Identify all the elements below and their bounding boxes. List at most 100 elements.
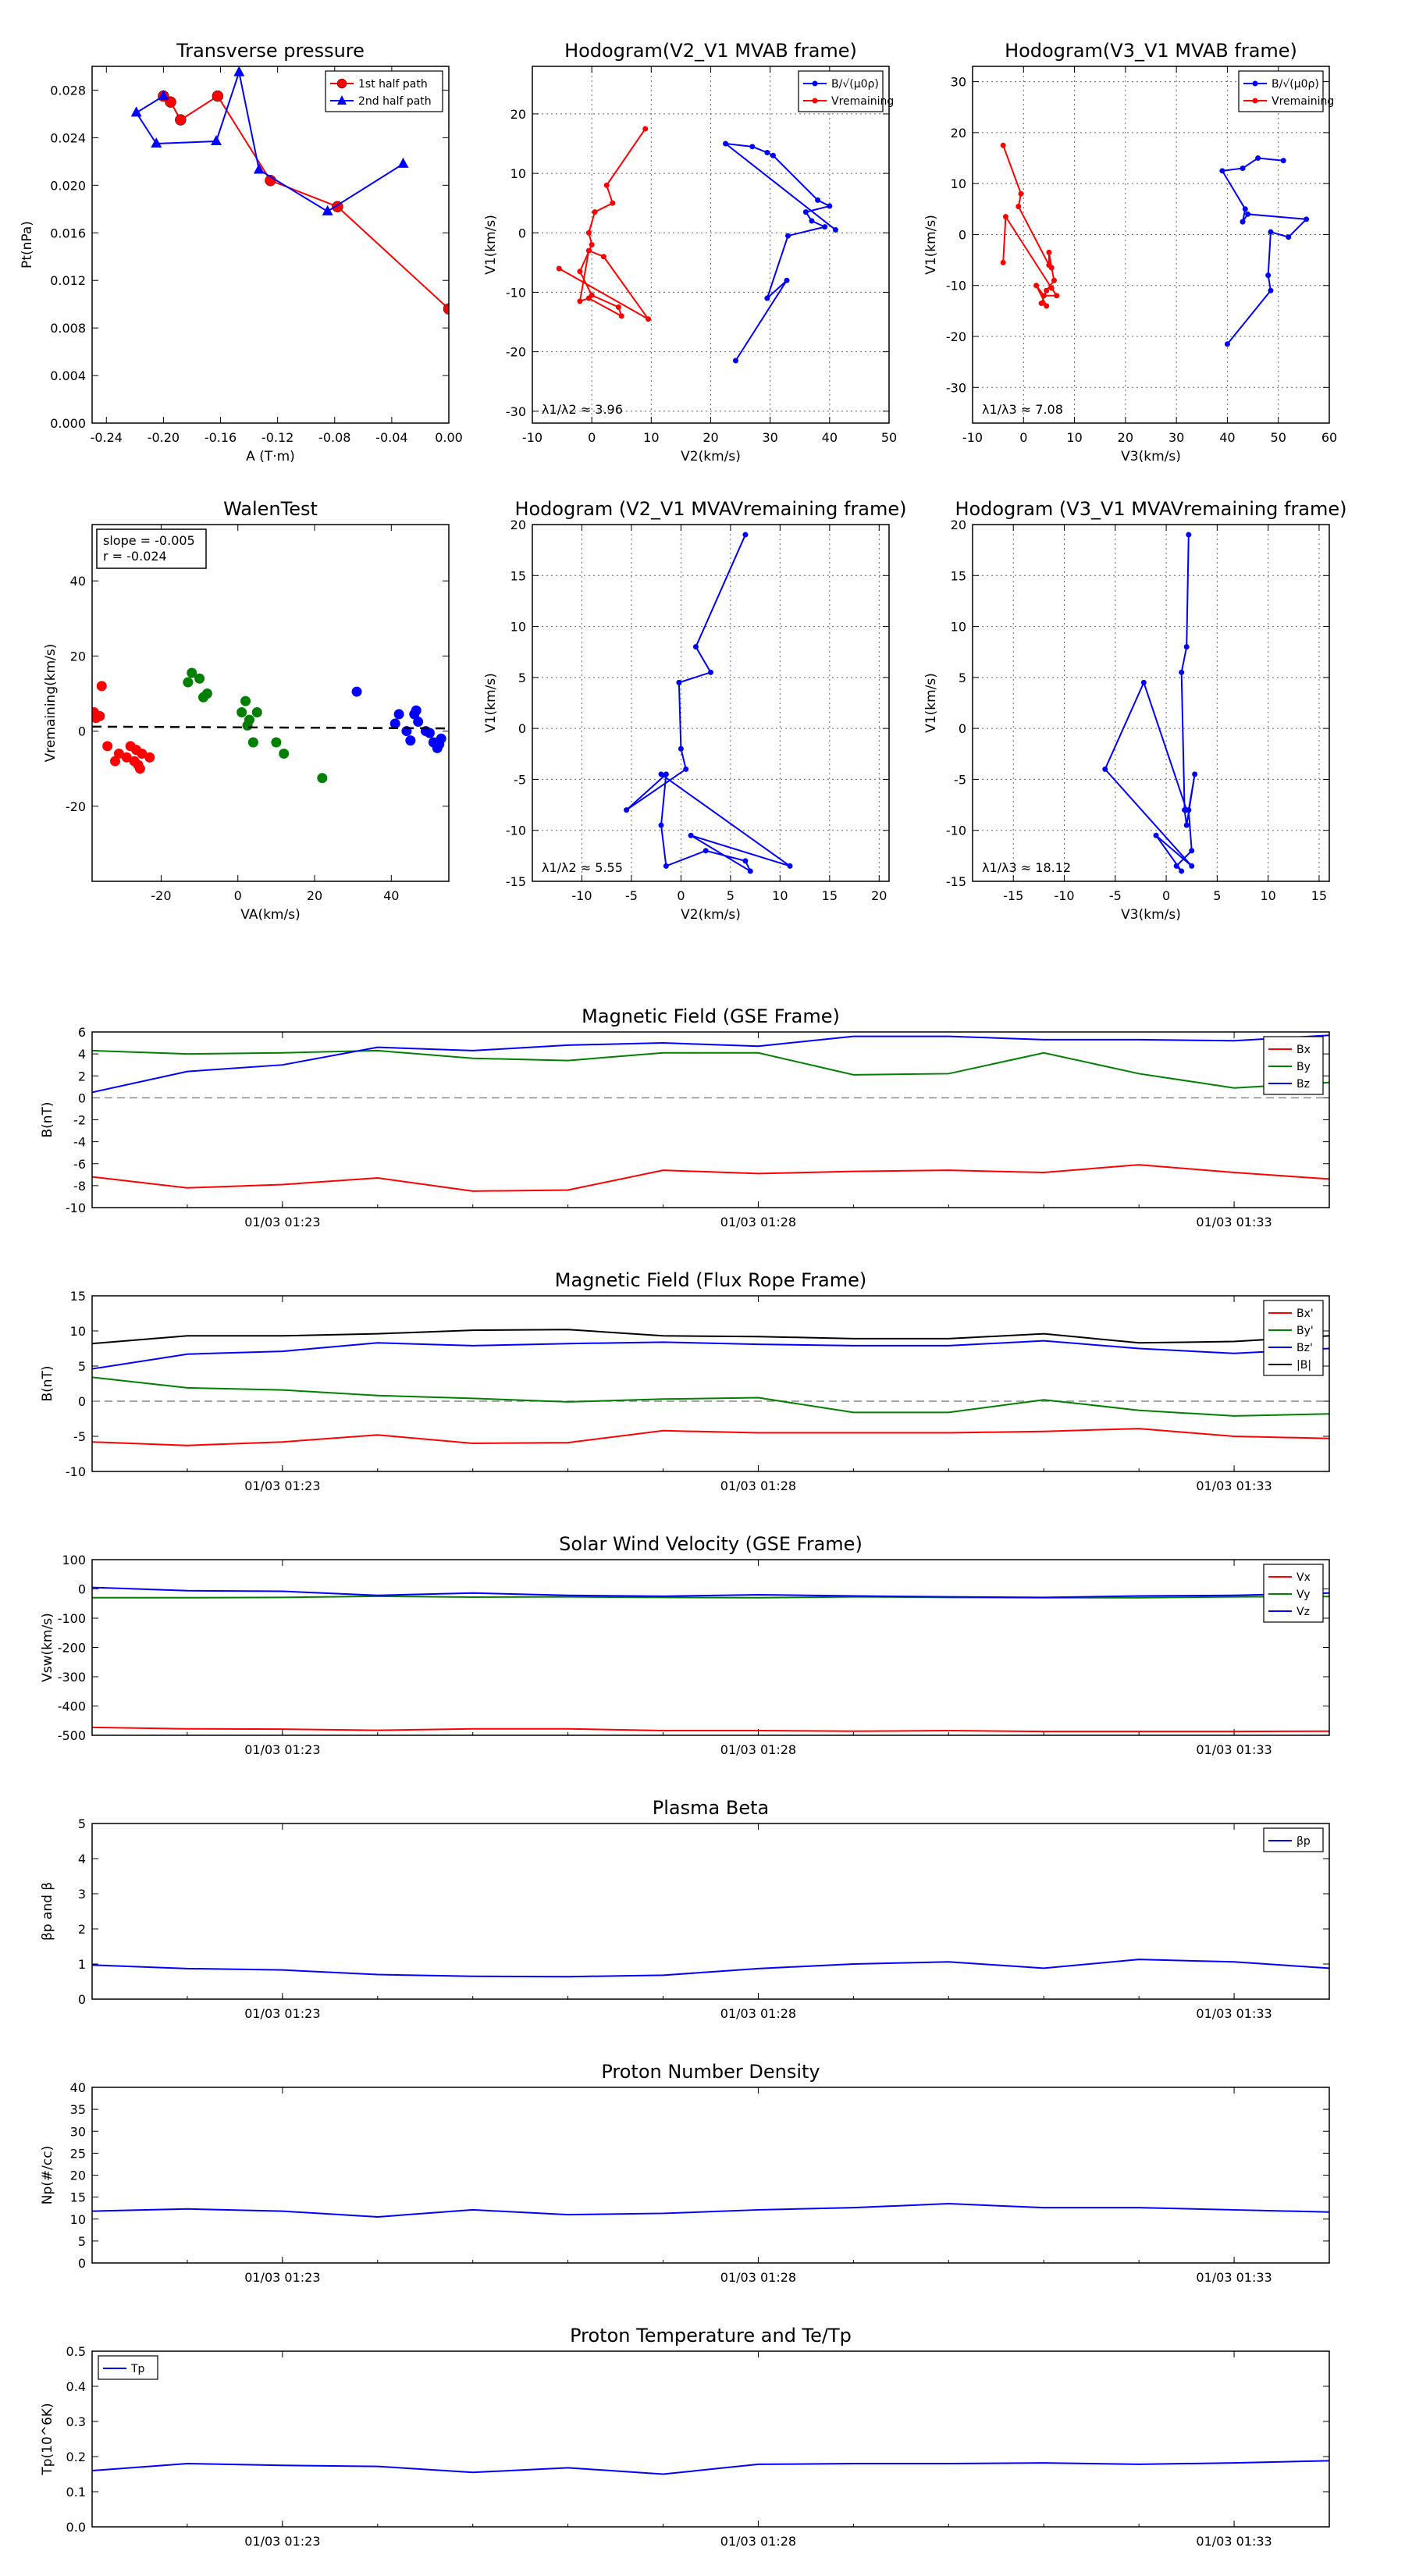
plot-frame <box>91 524 450 882</box>
series-line-βp <box>92 1959 1329 1978</box>
data-point <box>317 773 328 784</box>
legend-label: Vy <box>1297 1589 1311 1601</box>
data-point <box>1048 285 1055 291</box>
data-point <box>405 735 416 746</box>
y-tick-label: 10 <box>510 620 526 635</box>
data-point <box>646 316 652 322</box>
chart-title: Transverse pressure <box>176 40 365 62</box>
eigen-ratio-label: λ1/λ3 ≈ 18.12 <box>982 860 1071 875</box>
x-tick-label: 0 <box>588 430 596 445</box>
x-tick-label: 01/03 01:33 <box>1196 1478 1272 1493</box>
y-tick-label: -2 <box>73 1113 86 1128</box>
chart-ts6: Proton Temperature and Te/Tp 0.0 0.1 0.2 0.3… <box>40 2325 1330 2549</box>
y-tick-label: 6 <box>78 1025 86 1040</box>
y-tick-label: -30 <box>946 380 966 395</box>
y-tick-label: 2 <box>78 1922 86 1937</box>
x-tick-label: -10 <box>962 430 983 445</box>
data-point <box>109 756 120 767</box>
x-tick-label: 15 <box>1311 888 1327 903</box>
plot-area <box>92 1586 1329 1733</box>
data-point <box>144 752 155 763</box>
y-tick-label: 0 <box>518 226 526 240</box>
plot-frame <box>91 2087 1330 2264</box>
x-tick-label: -15 <box>1003 888 1023 903</box>
y-tick-label: 4 <box>78 1852 86 1866</box>
y-tick-label: 40 <box>70 574 86 589</box>
legend-label: Bx <box>1297 1044 1311 1056</box>
y-tick-label: 0 <box>78 1091 86 1105</box>
y-axis-label: V1(km/s) <box>483 215 499 275</box>
x-tick-label: 0 <box>234 888 242 903</box>
legend-box <box>325 70 443 112</box>
chart-ts5: Proton Number Density 0 5 10 15 20 25 30 35 40 01/… <box>40 2061 1330 2285</box>
x-tick-label: -0.20 <box>148 430 180 445</box>
data-point <box>692 644 699 650</box>
series-line-Vx <box>92 1726 1329 1733</box>
plot-area <box>92 2203 1329 2218</box>
y-tick-label: 0.2 <box>66 2450 86 2464</box>
legend-label: 2nd half path <box>358 95 432 108</box>
series-line <box>558 128 649 320</box>
chart-tp: Transverse pressure 0.000 0.004 0.008 0.012 0… <box>20 40 463 464</box>
data-point <box>1044 287 1050 294</box>
data-point <box>663 771 669 777</box>
eigen-ratio-label: λ1/λ2 ≈ 3.96 <box>542 402 623 417</box>
series-line-Bx <box>92 1164 1329 1192</box>
legend-label: Bz' <box>1297 1342 1313 1354</box>
y-tick-label: -10 <box>66 1464 86 1479</box>
legend-marker <box>337 95 347 105</box>
x-tick-label: 10 <box>643 430 659 445</box>
x-tick-label: 50 <box>881 430 897 445</box>
data-point <box>577 298 583 304</box>
data-point <box>130 106 142 117</box>
eigen-ratio-label: λ1/λ2 ≈ 5.55 <box>542 860 623 875</box>
data-point <box>585 295 592 301</box>
plot-frame <box>972 524 1330 882</box>
legend-marker <box>336 78 347 89</box>
x-axis-label: V3(km/s) <box>1121 907 1181 923</box>
x-axis-label: VA(km/s) <box>240 907 300 923</box>
chart-walen: WalenTest -20 0 20 40 -20 0 20 40 VA(km/s) Vremain… <box>43 498 450 923</box>
y-tick-label: 0 <box>959 227 966 242</box>
data-point <box>676 679 682 685</box>
data-point <box>94 710 105 721</box>
y-tick-label: 0.1 <box>66 2485 86 2500</box>
data-point <box>187 667 197 678</box>
data-point <box>1245 211 1251 217</box>
legend-label: 1st half path <box>358 78 428 91</box>
data-point <box>589 242 595 247</box>
y-tick-label: 5 <box>78 2234 86 2249</box>
data-point <box>1189 863 1195 869</box>
plot-area <box>1000 142 1310 347</box>
y-axis-label: B(nT) <box>40 1101 55 1137</box>
x-tick-label: -0.16 <box>205 430 237 445</box>
data-point <box>1240 165 1246 172</box>
y-tick-label: -4 <box>73 1135 86 1150</box>
plot-frame <box>532 524 890 882</box>
legend: B/√(μ0ρ) Vremaining <box>798 70 894 112</box>
plot-frame <box>972 66 1330 424</box>
data-point <box>322 205 333 215</box>
y-tick-label: 100 <box>62 1553 86 1567</box>
series-line <box>625 534 791 873</box>
legend: 1st half path 2nd half path <box>325 70 443 112</box>
data-point <box>271 737 282 748</box>
y-tick-label: 0.3 <box>66 2414 86 2429</box>
data-point <box>556 265 562 272</box>
data-point <box>251 707 262 718</box>
y-tick-label: 0.4 <box>66 2379 86 2394</box>
data-point <box>351 686 362 697</box>
legend: Bx' By' Bz' |B| <box>1263 1300 1324 1376</box>
y-tick-label: 0 <box>518 721 526 736</box>
y-tick-label: 0.008 <box>50 321 86 336</box>
data-point <box>785 233 791 239</box>
x-tick-label: -0.04 <box>375 430 407 445</box>
x-tick-label: 30 <box>762 430 777 445</box>
y-tick-label: -5 <box>954 772 966 787</box>
x-tick-label: 01/03 01:33 <box>1196 2006 1272 2021</box>
data-point <box>1286 234 1292 240</box>
x-tick-label: -10 <box>522 430 542 445</box>
legend: Bx By Bz <box>1263 1036 1324 1095</box>
data-point <box>151 137 162 148</box>
data-point <box>1255 155 1261 162</box>
